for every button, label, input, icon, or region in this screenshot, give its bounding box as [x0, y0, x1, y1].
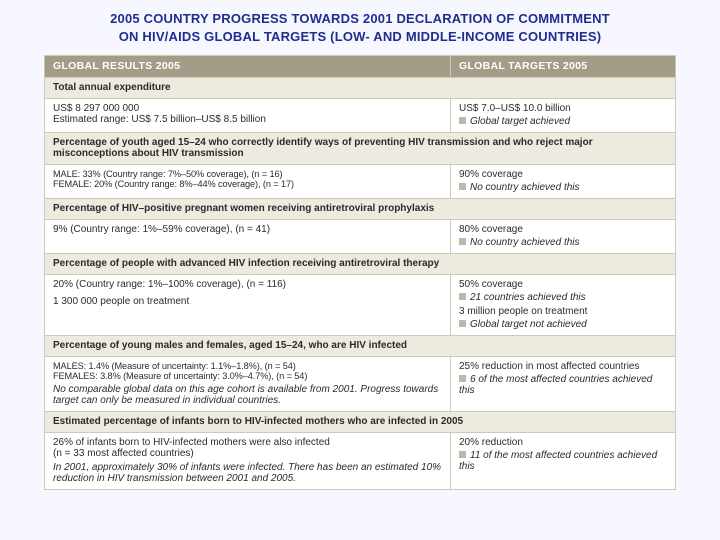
bullet-icon	[459, 183, 466, 190]
title-line-2: ON HIV/AIDS GLOBAL TARGETS (LOW- AND MID…	[119, 29, 602, 44]
section-label-text: Percentage of HIV–positive pregnant wome…	[45, 199, 675, 219]
results-cell: 26% of infants born to HIV-infected moth…	[45, 433, 450, 489]
result-line: MALE: 33% (Country range: 7%–50% coverag…	[53, 169, 442, 179]
target-cell: US$ 7.0–US$ 10.0 billion Global target a…	[450, 99, 675, 132]
bullet-icon	[459, 117, 466, 124]
section-body: MALES: 1.4% (Measure of uncertainty: 1.1…	[45, 356, 675, 411]
result-line: 9% (Country range: 1%–59% coverage), (n …	[53, 224, 442, 235]
target-status: 11 of the most affected countries achiev…	[459, 450, 667, 472]
bullet-icon	[459, 375, 466, 382]
section-label-text: Percentage of people with advanced HIV i…	[45, 254, 675, 274]
target-status: No country achieved this	[459, 182, 667, 193]
section-body: US$ 8 297 000 000 Estimated range: US$ 7…	[45, 98, 675, 132]
target-value: 80% coverage	[459, 224, 667, 235]
target-status: Global target achieved	[459, 116, 667, 127]
section-label-text: Percentage of youth aged 15–24 who corre…	[45, 133, 675, 164]
section-label: Percentage of people with advanced HIV i…	[45, 253, 675, 274]
target-value: 90% coverage	[459, 169, 667, 180]
result-extra: 1 300 000 people on treatment	[53, 296, 442, 307]
results-cell: MALES: 1.4% (Measure of uncertainty: 1.1…	[45, 357, 450, 411]
bullet-icon	[459, 320, 466, 327]
target-value: 25% reduction in most affected countries	[459, 361, 667, 372]
result-line: Estimated range: US$ 7.5 billion–US$ 8.5…	[53, 114, 442, 125]
result-line: MALES: 1.4% (Measure of uncertainty: 1.1…	[53, 361, 442, 371]
bullet-icon	[459, 238, 466, 245]
results-cell: 9% (Country range: 1%–59% coverage), (n …	[45, 220, 450, 253]
section-body: 9% (Country range: 1%–59% coverage), (n …	[45, 219, 675, 253]
target-status: 21 countries achieved this	[459, 292, 667, 303]
result-line: 26% of infants born to HIV-infected moth…	[53, 437, 442, 448]
target-value: 20% reduction	[459, 437, 667, 448]
result-line: FEMALE: 20% (Country range: 8%–44% cover…	[53, 179, 442, 189]
results-cell: MALE: 33% (Country range: 7%–50% coverag…	[45, 165, 450, 198]
bullet-icon	[459, 451, 466, 458]
section-label: Estimated percentage of infants born to …	[45, 411, 675, 432]
target-cell: 25% reduction in most affected countries…	[450, 357, 675, 411]
table-header-row: GLOBAL RESULTS 2005 GLOBAL TARGETS 2005	[45, 56, 675, 77]
result-line: FEMALES: 3.8% (Measure of uncertainty: 3…	[53, 371, 442, 381]
target-value: 50% coverage	[459, 279, 667, 290]
target-cell: 20% reduction 11 of the most affected co…	[450, 433, 675, 489]
result-line: 20% (Country range: 1%–100% coverage), (…	[53, 279, 442, 290]
section-body: MALE: 33% (Country range: 7%–50% coverag…	[45, 164, 675, 198]
target-status: Global target not achieved	[459, 319, 667, 330]
header-left: GLOBAL RESULTS 2005	[45, 56, 450, 77]
target-status: No country achieved this	[459, 237, 667, 248]
results-cell: US$ 8 297 000 000 Estimated range: US$ 7…	[45, 99, 450, 132]
section-label: Percentage of young males and females, a…	[45, 335, 675, 356]
results-table: GLOBAL RESULTS 2005 GLOBAL TARGETS 2005 …	[44, 55, 676, 490]
section-label: Percentage of youth aged 15–24 who corre…	[45, 132, 675, 164]
target-value: US$ 7.0–US$ 10.0 billion	[459, 103, 667, 114]
result-line: US$ 8 297 000 000	[53, 103, 442, 114]
result-line: (n = 33 most affected countries)	[53, 448, 442, 459]
section-label-text: Total annual expenditure	[45, 78, 675, 98]
result-note: In 2001, approximately 30% of infants we…	[53, 462, 442, 484]
target-extra: 3 million people on treatment	[459, 306, 667, 317]
section-label-text: Estimated percentage of infants born to …	[45, 412, 675, 432]
section-label: Total annual expenditure	[45, 77, 675, 98]
page-title: 2005 COUNTRY PROGRESS TOWARDS 2001 DECLA…	[18, 10, 702, 45]
target-status: 6 of the most affected countries achieve…	[459, 374, 667, 396]
section-body: 26% of infants born to HIV-infected moth…	[45, 432, 675, 489]
section-label: Percentage of HIV–positive pregnant wome…	[45, 198, 675, 219]
result-note: No comparable global data on this age co…	[53, 384, 442, 406]
target-cell: 80% coverage No country achieved this	[450, 220, 675, 253]
header-right: GLOBAL TARGETS 2005	[450, 56, 675, 77]
title-line-1: 2005 COUNTRY PROGRESS TOWARDS 2001 DECLA…	[110, 11, 610, 26]
target-cell: 90% coverage No country achieved this	[450, 165, 675, 198]
results-cell: 20% (Country range: 1%–100% coverage), (…	[45, 275, 450, 335]
target-cell: 50% coverage 21 countries achieved this …	[450, 275, 675, 335]
bullet-icon	[459, 293, 466, 300]
section-body: 20% (Country range: 1%–100% coverage), (…	[45, 274, 675, 335]
section-label-text: Percentage of young males and females, a…	[45, 336, 675, 356]
